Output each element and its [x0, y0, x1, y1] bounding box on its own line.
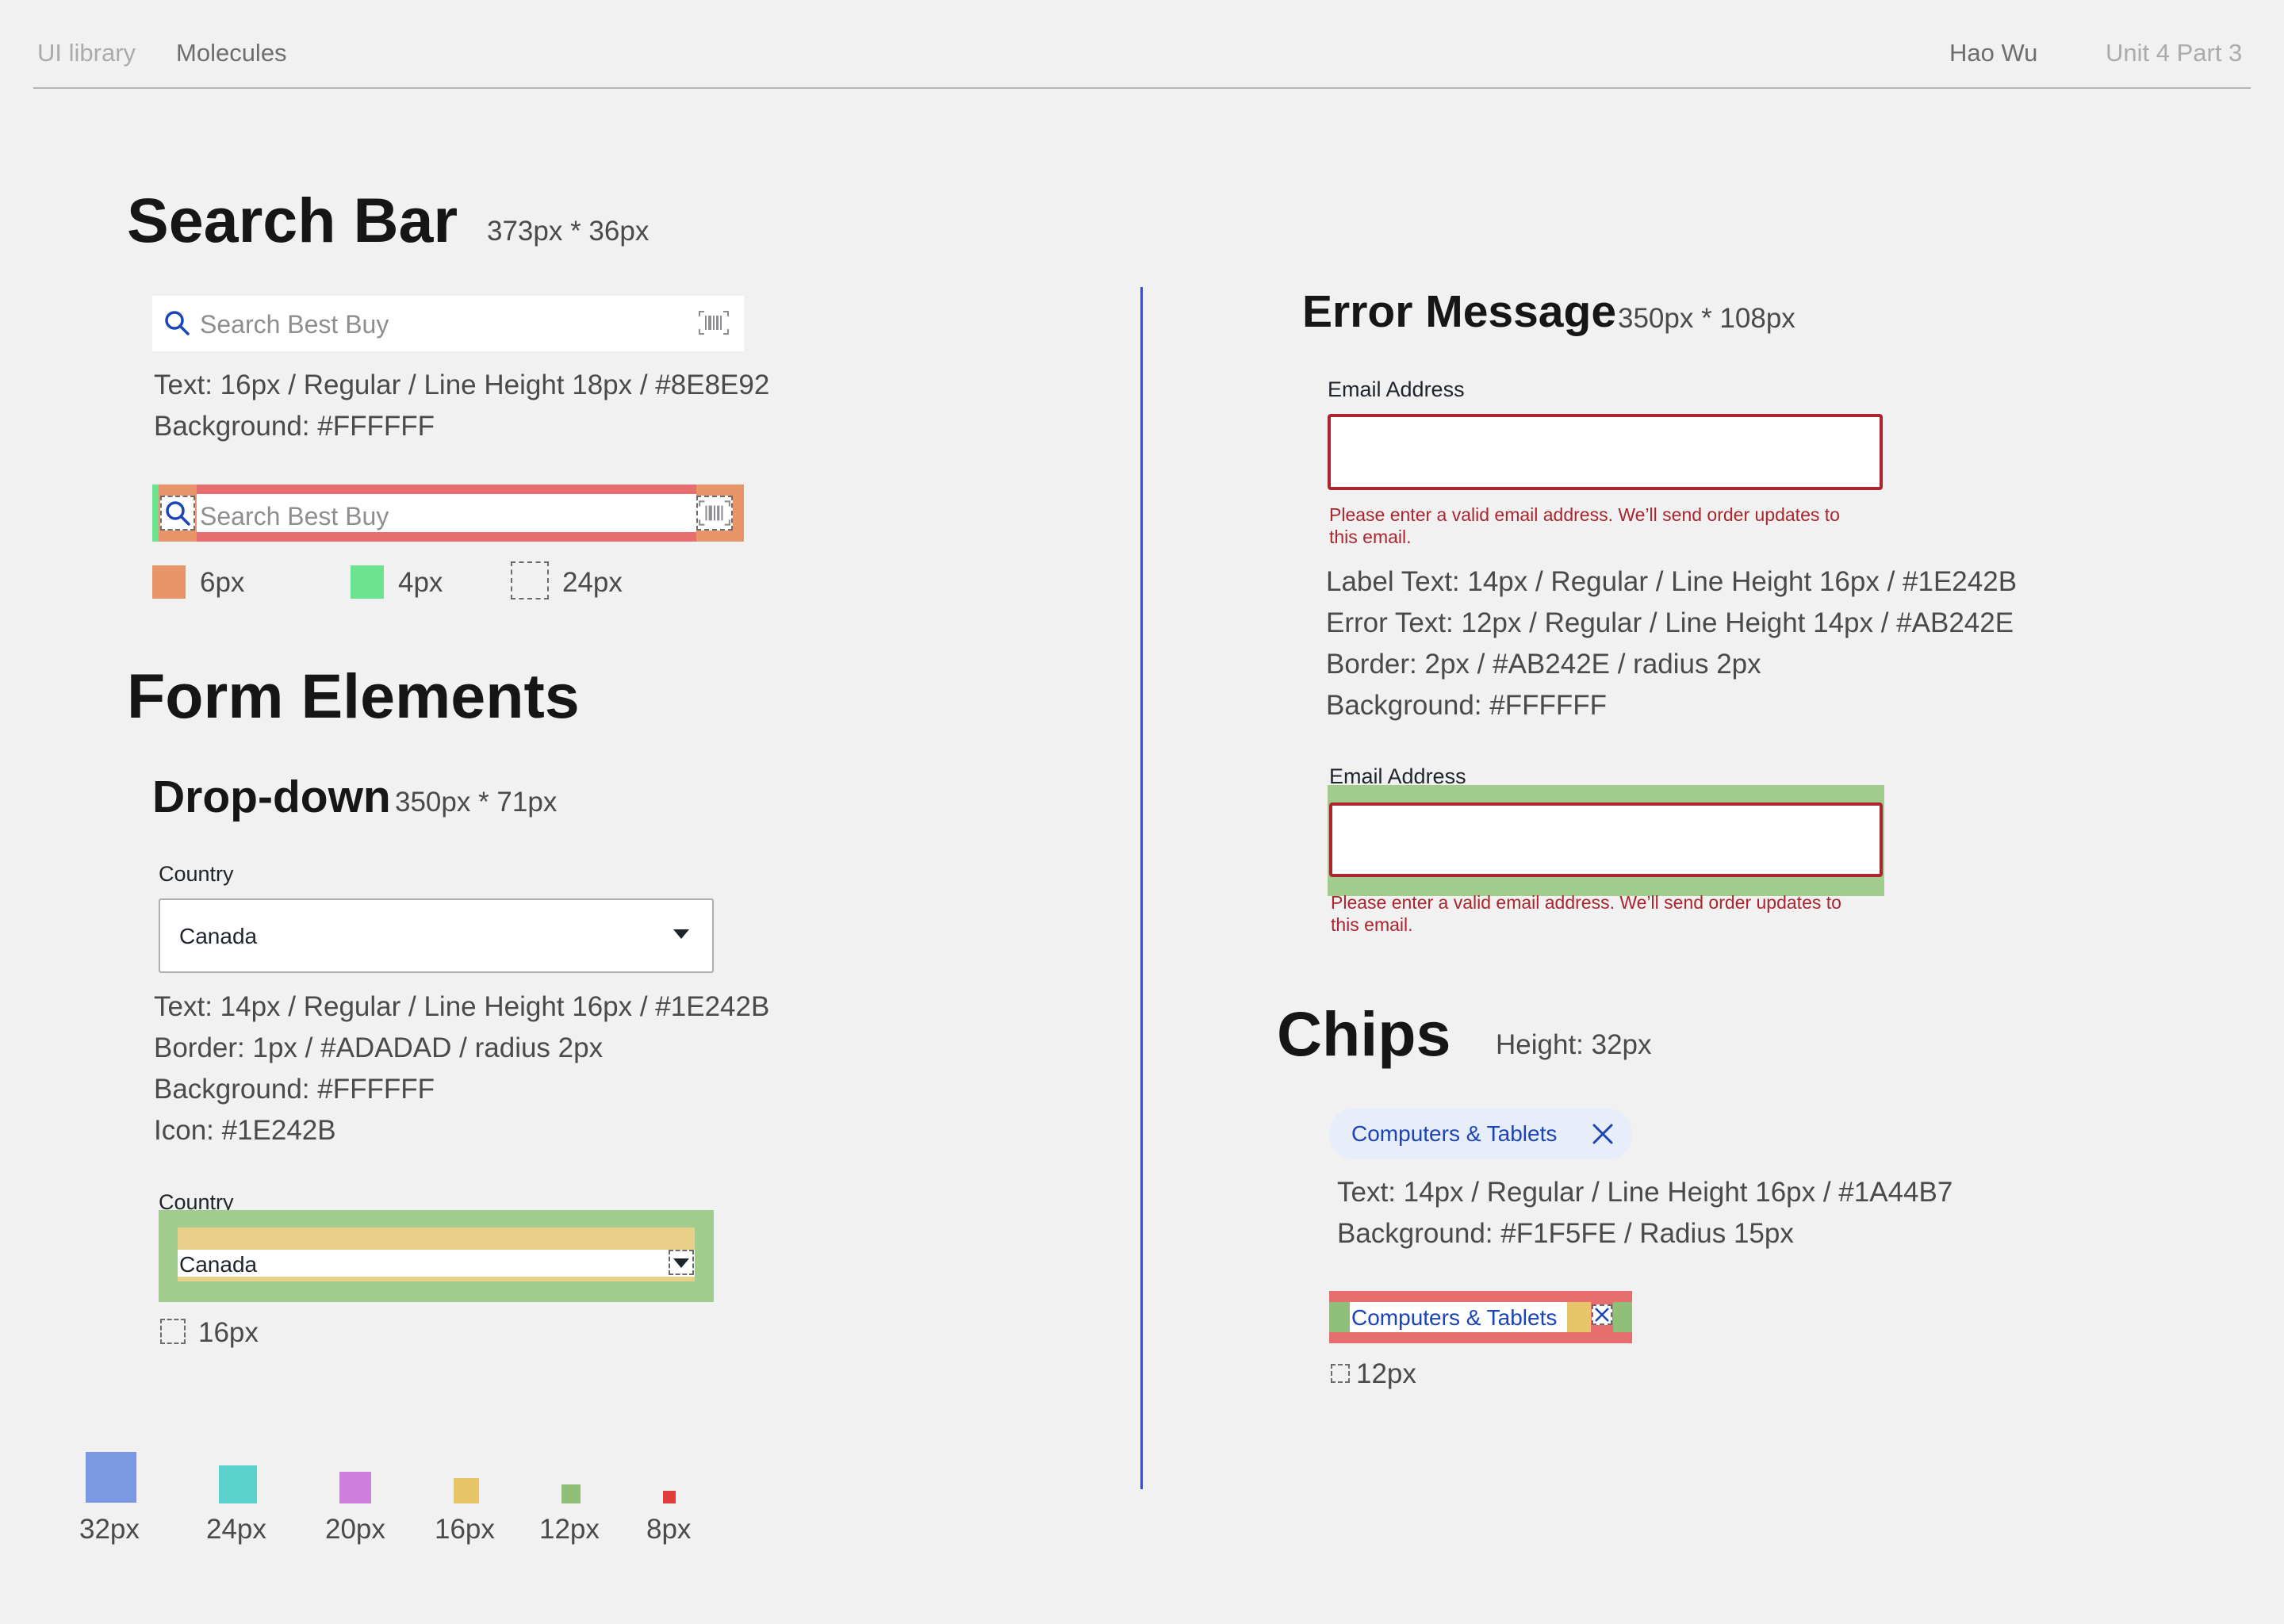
section-divider: [1140, 287, 1143, 1489]
email-error-text: Please enter a valid email address. We’l…: [1329, 504, 1900, 548]
spec-line: Background: #F1F5FE / Radius 15px: [1337, 1218, 1794, 1249]
dropdown-title: Drop-down: [152, 772, 391, 822]
dropdown-dims: 350px * 71px: [395, 787, 558, 818]
scale-swatch-32: [86, 1452, 136, 1503]
icon-box-caret: [669, 1250, 694, 1275]
scale-swatch-12: [561, 1484, 581, 1503]
chip-label-annotated: Computers & Tablets: [1351, 1305, 1558, 1330]
nav-divider: [33, 87, 2251, 89]
legend-swatch-6px: [152, 565, 186, 599]
spec-line: Border: 2px / #AB242E / radius 2px: [1326, 649, 1761, 680]
legend-label-12px: 12px: [1356, 1358, 1416, 1389]
nav-ui-library[interactable]: UI library: [37, 39, 136, 67]
legend-swatch-12px: [1331, 1364, 1350, 1383]
chip-padding-right: [1613, 1302, 1632, 1332]
email-label: Email Address: [1328, 377, 1465, 401]
dropdown-label-annotated: Country: [159, 1190, 234, 1214]
nav-author: Hao Wu: [1949, 39, 2038, 67]
close-icon[interactable]: [1591, 1122, 1615, 1146]
dropdown-annotated: Canada: [159, 1210, 714, 1302]
spec-line: Icon: #1E242B: [154, 1115, 336, 1146]
spec-line: Error Text: 12px / Regular / Line Height…: [1326, 607, 2014, 638]
scale-label-20: 20px: [325, 1514, 385, 1545]
error-message-dims: 350px * 108px: [1618, 303, 1795, 334]
spec-line: Background: #FFFFFF: [154, 411, 435, 442]
chip-gap-marker: [1567, 1302, 1591, 1332]
error-line: this email.: [1331, 914, 1413, 935]
scale-label-8: 8px: [646, 1514, 692, 1545]
spec-line: Background: #FFFFFF: [1326, 690, 1607, 721]
email-error-text-annotated: Please enter a valid email address. We’l…: [1331, 891, 1902, 936]
error-annotated: [1328, 785, 1884, 896]
spec-line: Text: 14px / Regular / Line Height 16px …: [1337, 1177, 1953, 1208]
legend-swatch-4px: [351, 565, 384, 599]
dropdown-label: Country: [159, 862, 234, 886]
search-icon[interactable]: [163, 309, 192, 338]
spec-line: Background: #FFFFFF: [154, 1074, 435, 1105]
dropdown-inner: [178, 1250, 695, 1277]
error-message-specs: Label Text: 14px / Regular / Line Height…: [1326, 561, 2017, 726]
email-input[interactable]: [1328, 414, 1883, 490]
chip-inner: [1350, 1302, 1567, 1332]
icon-box-left: [160, 496, 195, 530]
search-placeholder[interactable]: Search Best Buy: [200, 310, 389, 339]
dropdown-value-annotated: Canada: [179, 1252, 258, 1277]
scale-swatch-20: [339, 1472, 371, 1503]
chip-padding-left: [1329, 1302, 1350, 1332]
legend-swatch-16px: [160, 1319, 186, 1344]
icon-box-right: [696, 496, 733, 530]
spec-line: Text: 16px / Regular / Line Height 18px …: [154, 370, 770, 400]
chips-dims: Height: 32px: [1496, 1029, 1652, 1060]
barcode-icon[interactable]: [698, 310, 730, 335]
scale-swatch-8: [663, 1491, 676, 1503]
error-line: Please enter a valid email address. We’l…: [1329, 504, 1840, 525]
chips-title: Chips: [1277, 998, 1451, 1069]
icon-box-close: [1592, 1304, 1612, 1325]
scale-swatch-16: [454, 1478, 479, 1503]
spec-line: Label Text: 14px / Regular / Line Height…: [1326, 566, 2018, 597]
error-line: Please enter a valid email address. We’l…: [1331, 892, 1841, 913]
chips-specs: Text: 14px / Regular / Line Height 16px …: [1337, 1172, 1953, 1254]
legend-swatch-24px: [511, 561, 549, 599]
legend-label-16px: 16px: [198, 1317, 259, 1348]
scale-label-12: 12px: [539, 1514, 600, 1545]
form-elements-title: Form Elements: [127, 661, 580, 731]
search-bar-dims: 373px * 36px: [487, 216, 650, 247]
gap-marker: [152, 485, 159, 542]
error-line: this email.: [1329, 527, 1412, 547]
error-message-title: Error Message: [1302, 286, 1617, 337]
search-placeholder-annotated: Search Best Buy: [200, 502, 389, 530]
email-label-annotated: Email Address: [1329, 764, 1466, 788]
nav-unit: Unit 4 Part 3: [2106, 39, 2243, 67]
caret-down-icon[interactable]: [673, 929, 690, 940]
legend-label-24px: 24px: [562, 567, 623, 598]
chip-annotated: Computers & Tablets: [1329, 1291, 1632, 1343]
scale-label-16: 16px: [435, 1514, 495, 1545]
scale-swatch-24: [219, 1465, 257, 1503]
email-input-annotated: [1329, 802, 1883, 877]
scale-label-24: 24px: [206, 1514, 266, 1545]
scale-label-32: 32px: [79, 1514, 140, 1545]
legend-label-6px: 6px: [200, 567, 245, 598]
nav-molecules[interactable]: Molecules: [176, 39, 287, 67]
search-bar[interactable]: Search Best Buy: [152, 296, 744, 351]
dropdown-specs: Text: 14px / Regular / Line Height 16px …: [154, 986, 769, 1151]
search-bar-annotated: Search Best Buy: [152, 485, 744, 542]
country-dropdown[interactable]: Canada: [159, 898, 714, 973]
spec-line: Border: 1px / #ADADAD / radius 2px: [154, 1032, 604, 1063]
search-bar-specs: Text: 16px / Regular / Line Height 18px …: [154, 365, 769, 447]
dropdown-value: Canada: [179, 924, 258, 948]
search-bar-inner: [197, 494, 696, 532]
search-bar-title: Search Bar: [127, 185, 458, 255]
chip-computers-tablets[interactable]: Computers & Tablets: [1329, 1109, 1632, 1159]
chip-label: Computers & Tablets: [1351, 1121, 1558, 1146]
spec-line: Text: 14px / Regular / Line Height 16px …: [154, 991, 770, 1022]
legend-label-4px: 4px: [398, 567, 443, 598]
